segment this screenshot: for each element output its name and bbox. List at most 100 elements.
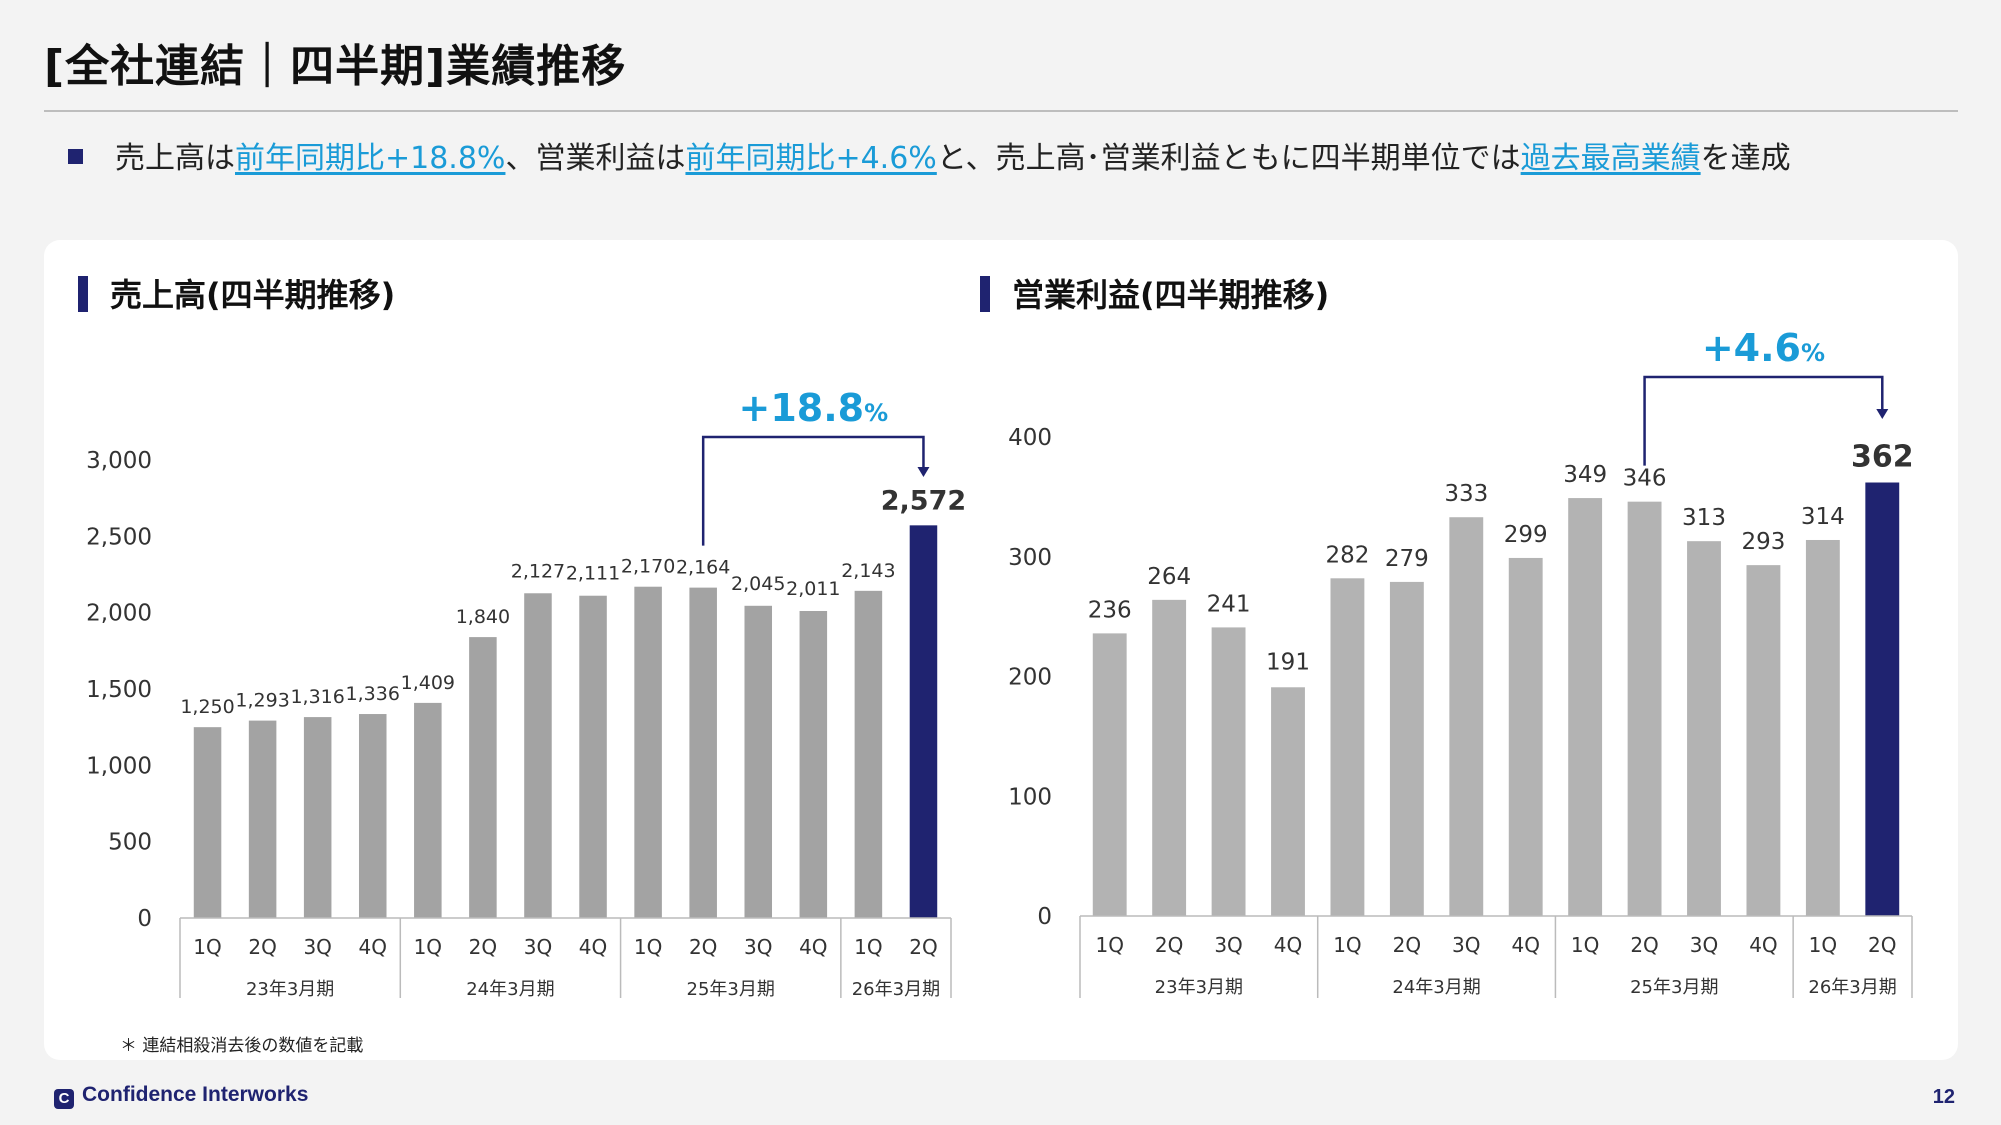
summary-text-4: を達成 (1700, 141, 1791, 176)
data-label: 282 (1325, 542, 1369, 568)
bar (799, 610, 828, 918)
bar (1746, 565, 1781, 916)
highlight-bar (1865, 482, 1900, 916)
group-label: 23年3月期 (246, 979, 334, 1000)
x-tick-label: 2Q (469, 935, 497, 959)
group-label: 26年3月期 (1808, 977, 1896, 998)
x-tick-label: 2Q (1393, 933, 1421, 957)
data-label: 279 (1385, 546, 1429, 572)
data-label: 2,045 (731, 573, 785, 595)
x-tick-label: 3Q (1452, 933, 1480, 957)
y-tick-label: 200 (1008, 665, 1052, 691)
company-logo: C Confidence Interworks (54, 1083, 308, 1109)
profit-chart-title: 営業利益(四半期推移) (1012, 276, 1330, 314)
bar (524, 593, 552, 918)
group-label: 26年3月期 (852, 979, 940, 1000)
bar (1508, 557, 1543, 916)
bar (579, 595, 607, 918)
data-label: 314 (1801, 504, 1845, 530)
data-label: 1,250 (180, 696, 234, 718)
x-tick-label: 3Q (303, 935, 331, 959)
x-tick-label: 2Q (689, 935, 717, 959)
summary-text-3: と、売上高･営業利益ともに四半期単位では (936, 141, 1521, 176)
data-label: 293 (1741, 529, 1785, 555)
growth-bracket (701, 435, 925, 546)
x-tick-label: 1Q (1095, 933, 1123, 957)
x-tick-label: 3Q (1690, 933, 1718, 957)
data-label: 2,111 (566, 563, 620, 585)
x-tick-label: 3Q (1214, 933, 1242, 957)
summary-highlight-revenue[interactable]: 前年同期比+18.8% (235, 141, 506, 176)
growth-unit: % (1801, 339, 1825, 367)
group-label: 25年3月期 (1630, 977, 1718, 998)
x-tick-label: 2Q (1868, 933, 1896, 957)
data-label: 1,336 (346, 683, 400, 705)
revenue-chart-title: 売上高(四半期推移) (110, 276, 396, 314)
data-label: 2,011 (786, 578, 840, 600)
summary-highlight-record[interactable]: 過去最高業績 (1520, 141, 1701, 176)
x-tick-label: 4Q (799, 935, 827, 959)
data-label: 2,143 (841, 560, 895, 582)
highlight-data-label: 2,572 (881, 485, 966, 516)
x-tick-label: 1Q (854, 935, 882, 959)
highlight-bar (909, 525, 938, 918)
x-tick-label: 4Q (1749, 933, 1777, 957)
footnote: ＊ 連結相殺消去後の数値を記載 (120, 1036, 364, 1056)
growth-label: +4.6% (1702, 326, 1825, 370)
y-tick-label: 2,500 (86, 524, 152, 550)
logo-mark-icon: C (54, 1089, 74, 1109)
data-label: 264 (1147, 564, 1191, 590)
summary-text-2: 、営業利益は (505, 141, 686, 176)
data-label: 2,127 (511, 560, 565, 582)
x-tick-label: 2Q (1155, 933, 1183, 957)
data-label: 333 (1444, 481, 1488, 507)
data-label: 346 (1623, 466, 1667, 492)
y-tick-label: 3,000 (86, 448, 152, 474)
data-label: 241 (1207, 591, 1251, 617)
bar (1805, 539, 1840, 916)
group-label: 23年3月期 (1155, 977, 1243, 998)
x-tick-label: 4Q (1274, 933, 1302, 957)
bar (414, 702, 442, 918)
summary-highlight-profit[interactable]: 前年同期比+4.6% (685, 141, 937, 176)
data-label: 299 (1504, 522, 1548, 548)
summary-text-1: 売上高は (115, 141, 235, 176)
x-tick-label: 4Q (1511, 933, 1539, 957)
y-tick-label: 2,000 (86, 601, 152, 627)
bar (193, 727, 222, 918)
x-tick-label: 1Q (634, 935, 662, 959)
summary-line: 売上高は前年同期比+18.8%、営業利益は前年同期比+4.6%と、売上高･営業利… (68, 133, 1791, 177)
heading-marker-icon (980, 276, 990, 312)
arrow-head-icon (917, 467, 930, 477)
x-tick-label: 1Q (193, 935, 221, 959)
bar (248, 720, 277, 918)
y-tick-label: 500 (108, 830, 152, 856)
x-tick-label: 1Q (1333, 933, 1361, 957)
bar (469, 637, 497, 918)
data-label: 2,170 (621, 556, 675, 578)
data-label: 2,164 (676, 557, 730, 579)
bar (1449, 517, 1484, 916)
bar (1568, 498, 1603, 916)
page-title: [全社連結｜四半期]業績推移 (44, 41, 627, 92)
group-label: 24年3月期 (1392, 977, 1480, 998)
x-tick-label: 3Q (524, 935, 552, 959)
growth-unit: % (864, 399, 888, 427)
y-tick-label: 0 (1037, 904, 1052, 930)
company-name: Confidence Interworks (82, 1083, 309, 1106)
page-number: 12 (1932, 1086, 1955, 1108)
data-label: 191 (1266, 649, 1310, 675)
bar (1627, 501, 1662, 916)
y-tick-label: 100 (1008, 784, 1052, 810)
heading-marker-icon (78, 276, 88, 312)
x-tick-label: 2Q (909, 935, 937, 959)
data-label: 1,409 (401, 672, 455, 694)
profit-chart-heading: 営業利益(四半期推移) (980, 270, 1329, 316)
x-tick-label: 1Q (1571, 933, 1599, 957)
square-bullet-icon (68, 149, 83, 164)
bar (1271, 687, 1305, 916)
growth-value: +4.6 (1702, 326, 1801, 370)
bar (689, 587, 717, 918)
